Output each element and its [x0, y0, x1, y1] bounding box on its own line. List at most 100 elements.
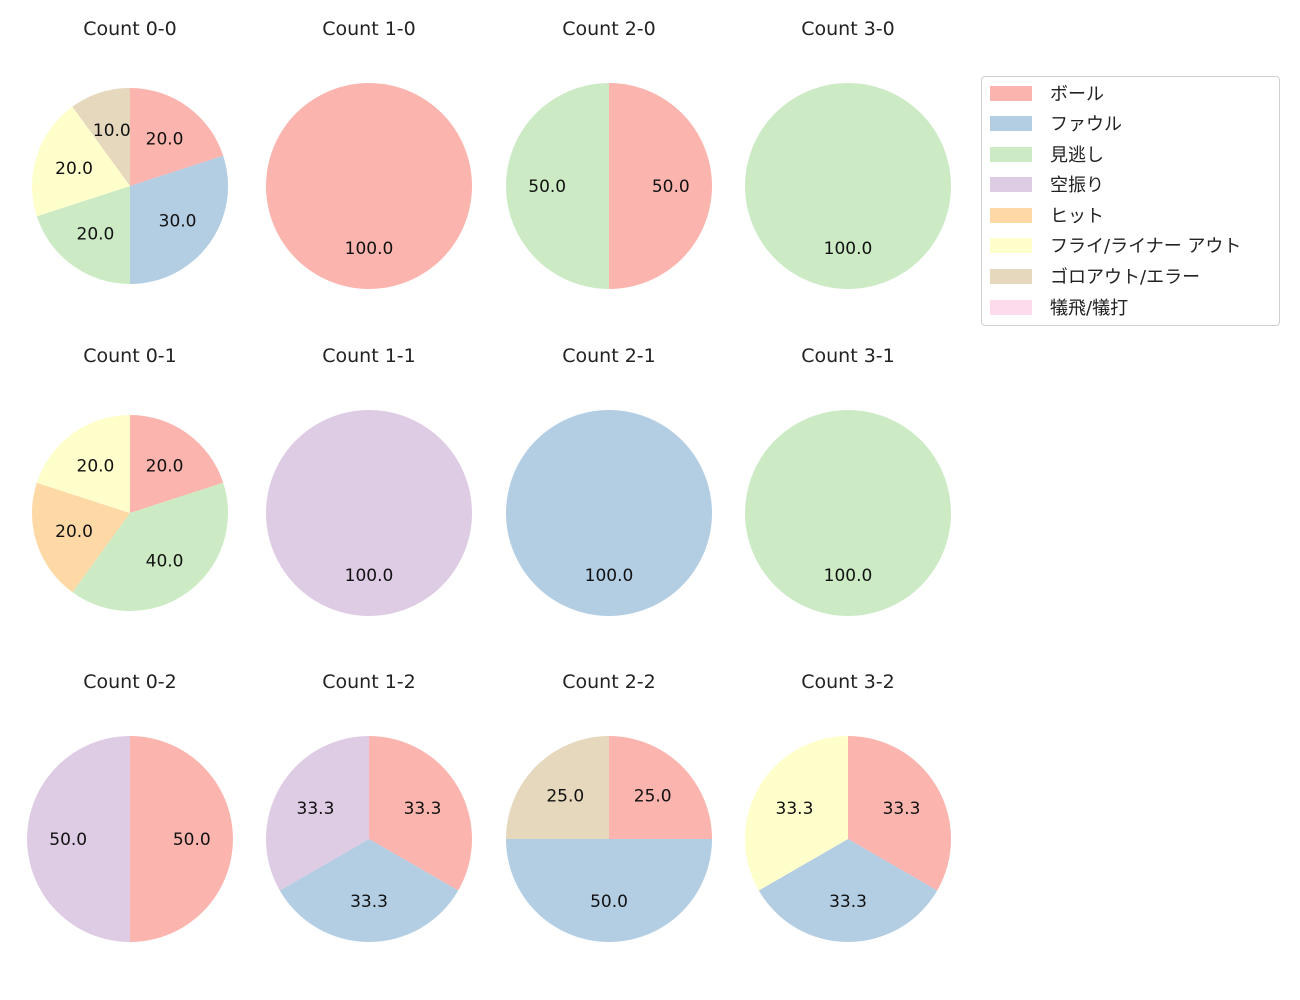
legend-label: ボール: [1050, 84, 1104, 105]
slice-label: 20.0: [55, 159, 93, 179]
legend: ボール ファウル 見逃し 空振り ヒット フライ/ライナー アウト ゴロアウト/…: [981, 76, 1280, 326]
pie-slice: [31, 482, 130, 593]
pie-title: Count 0-2: [83, 671, 177, 693]
slice-label: 10.0: [93, 121, 131, 141]
legend-label: 見逃し: [1050, 145, 1104, 166]
pie-chart: Count 2-0 50.0 50.0: [506, 18, 712, 289]
pie-slice: [36, 186, 130, 284]
slice-label: 20.0: [55, 522, 93, 542]
slice-label: 20.0: [146, 456, 184, 476]
pie-title: Count 1-2: [322, 671, 416, 693]
slice-label: 100.0: [824, 239, 873, 259]
legend-swatch: [990, 115, 1032, 131]
pie-slice: [506, 83, 609, 289]
pie-title: Count 2-2: [562, 671, 656, 693]
slice-label: 30.0: [159, 212, 197, 232]
legend-swatch: [990, 85, 1032, 101]
slice-label: 50.0: [173, 830, 211, 850]
pie-slice: [72, 482, 229, 611]
slice-label: 20.0: [146, 129, 184, 149]
pie-slice: [72, 88, 130, 186]
pie-slice: [506, 410, 712, 616]
slice-label: 50.0: [49, 830, 87, 850]
pie-slice: [369, 736, 472, 891]
legend-swatch: [990, 268, 1032, 284]
slice-label: 100.0: [585, 566, 634, 586]
pie-slice: [758, 839, 938, 942]
pie-chart: Count 0-1 20.0 40.0 20.0 20.0: [31, 345, 229, 611]
pie-chart: Count 3-2 33.3 33.3 33.3: [745, 671, 951, 942]
pie-slice: [130, 415, 224, 513]
slice-label: 40.0: [146, 552, 184, 572]
legend-item-sacrifice: 犠飛/犠打: [990, 295, 1128, 319]
legend-swatch: [990, 146, 1032, 162]
legend-item-foul: ファウル: [990, 111, 1122, 135]
pie-slice: [506, 839, 712, 942]
pie-slice: [266, 410, 472, 616]
pie-slice: [130, 88, 224, 186]
legend-label: フライ/ライナー アウト: [1050, 236, 1242, 257]
slice-label: 20.0: [77, 225, 115, 245]
pie-title: Count 3-2: [801, 671, 895, 693]
slice-label: 50.0: [528, 177, 566, 197]
slice-label: 33.3: [350, 892, 388, 912]
pie-chart: Count 2-2 25.0 50.0 25.0: [506, 671, 712, 942]
slice-label: 33.3: [829, 892, 867, 912]
legend-label: 犠飛/犠打: [1050, 298, 1129, 319]
legend-swatch: [990, 176, 1032, 192]
pie-slice: [745, 83, 951, 289]
legend-swatch: [990, 299, 1032, 315]
pie-slice: [32, 106, 131, 217]
legend-label: ファウル: [1050, 114, 1122, 135]
legend-item-ball: ボール: [990, 81, 1104, 105]
slice-label: 100.0: [824, 566, 873, 586]
pie-chart: Count 1-2 33.3 33.3 33.3: [266, 671, 472, 942]
pie-slice: [848, 736, 951, 891]
pie-slice: [609, 736, 712, 839]
pie-title: Count 0-0: [83, 18, 177, 40]
slice-label: 50.0: [652, 177, 690, 197]
pie-slice: [266, 736, 369, 891]
legend-item-swinging-strike: 空振り: [990, 172, 1104, 196]
pie-slice: [36, 415, 130, 513]
pie-title: Count 3-1: [801, 345, 895, 367]
legend-item-ground-out-error: ゴロアウト/エラー: [990, 264, 1200, 288]
slice-label: 33.3: [404, 799, 442, 819]
slice-label: 33.3: [776, 799, 814, 819]
legend-item-called-strike: 見逃し: [990, 142, 1104, 166]
pie-title: Count 0-1: [83, 345, 177, 367]
pie-title: Count 3-0: [801, 18, 895, 40]
legend-label: ヒット: [1050, 206, 1104, 227]
pie-chart: Count 3-1 100.0: [745, 345, 951, 616]
legend-swatch: [990, 207, 1032, 223]
slice-label: 50.0: [590, 892, 628, 912]
slice-label: 33.3: [297, 799, 335, 819]
slice-label: 100.0: [345, 566, 394, 586]
legend-label: ゴロアウト/エラー: [1050, 267, 1201, 288]
pie-chart: Count 0-2 50.0 50.0: [27, 671, 233, 942]
pie-title: Count 2-0: [562, 18, 656, 40]
pie-slice: [130, 155, 228, 284]
pie-title: Count 1-1: [322, 345, 416, 367]
pie-chart: Count 0-020.030.020.020.010.0: [32, 18, 228, 284]
pie-slice: [130, 736, 233, 942]
legend-label: 空振り: [1050, 175, 1104, 196]
pie-title: Count 2-1: [562, 345, 656, 367]
pie-slice: [266, 83, 472, 289]
pie-chart: Count 1-0 100.0: [266, 18, 472, 289]
pie-chart: Count 2-1 100.0: [506, 345, 712, 616]
slice-label: 100.0: [345, 239, 394, 259]
pie-slice: [745, 410, 951, 616]
pie-slice: [745, 736, 848, 891]
slice-label: 20.0: [77, 456, 115, 476]
legend-item-hit: ヒット: [990, 203, 1104, 227]
pie-slice: [609, 83, 712, 289]
legend-item-fly-liner-out: フライ/ライナー アウト: [990, 233, 1241, 257]
pie-chart: Count 3-0 100.0: [745, 18, 951, 289]
pie-title: Count 1-0: [322, 18, 416, 40]
slice-label: 25.0: [634, 786, 672, 806]
slice-label: 25.0: [546, 786, 584, 806]
legend-swatch: [990, 237, 1032, 253]
pie-chart: Count 1-1 100.0: [266, 345, 472, 616]
